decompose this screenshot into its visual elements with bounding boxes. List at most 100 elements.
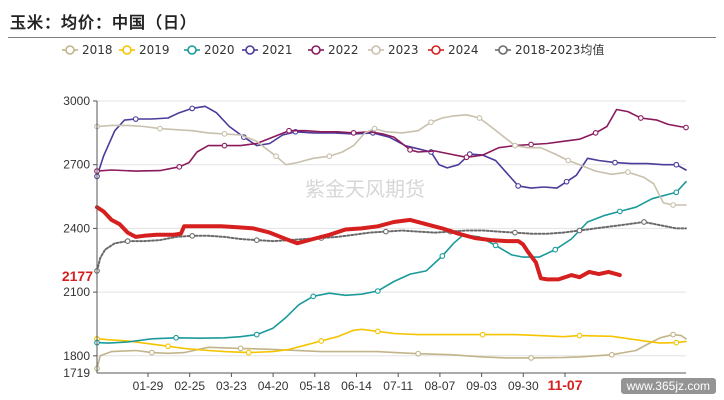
legend-swatch-marker (498, 45, 508, 55)
legend-swatch-marker (187, 45, 197, 55)
series-2020 (94, 180, 687, 346)
series-point (592, 130, 599, 136)
legend-label: 2018 (82, 43, 113, 57)
last-value-label: 2177 (62, 268, 93, 284)
series-point (673, 161, 680, 168)
series-point (563, 178, 570, 185)
series-point (683, 124, 689, 131)
series-point (428, 119, 434, 126)
x-tick-label: 02-25 (174, 379, 205, 393)
legend-item: 2024 (428, 43, 479, 57)
footer-url: www.365jz.com (620, 378, 716, 394)
series-point (310, 293, 317, 300)
series-point (512, 142, 518, 149)
title-divider (8, 37, 716, 38)
series-line (95, 205, 622, 282)
y-tick-label: 1800 (63, 349, 90, 363)
series-2019 (94, 328, 687, 356)
x-tick-label: 09-30 (508, 379, 539, 393)
series-point (552, 246, 559, 253)
x-tick-label: 08-07 (425, 379, 456, 393)
series-2018 (94, 331, 687, 372)
series-point (176, 163, 183, 170)
series-point (165, 343, 171, 350)
series-point (189, 232, 196, 239)
series-line (96, 105, 687, 189)
series-point (415, 350, 421, 357)
series-line (96, 108, 687, 172)
series-point (173, 334, 179, 341)
series-point (576, 227, 583, 234)
series-point (157, 125, 163, 132)
legend-item: 2019 (119, 43, 170, 57)
series-point (637, 115, 644, 121)
series-point (253, 331, 260, 338)
series-point (576, 332, 583, 339)
series-point (273, 153, 279, 160)
series-point (407, 146, 413, 153)
y-tick-label: 2100 (63, 285, 90, 299)
y-tick-label: 2700 (63, 158, 90, 172)
y-min-label: 1719 (63, 366, 90, 380)
series-point (253, 237, 260, 243)
legend-label: 2024 (448, 43, 479, 57)
watermark: 紫金天风期货 (305, 177, 425, 201)
legend-item: 2022 (308, 43, 359, 57)
legend-item: 2018 (62, 43, 113, 57)
x-tick-label: 04-20 (258, 379, 289, 393)
series-2023 (94, 114, 687, 208)
series-point (371, 125, 378, 132)
series-point (149, 349, 155, 356)
legend-swatch-marker (311, 45, 321, 55)
series-point (612, 159, 618, 166)
series-line (96, 114, 687, 206)
series-point (625, 169, 631, 175)
series-point (221, 142, 228, 149)
series-point (221, 131, 228, 137)
legend-swatch-marker (122, 45, 132, 55)
x-tick-label: 06-14 (341, 379, 372, 393)
series-2022 (94, 108, 689, 174)
series-point (616, 208, 623, 215)
series-point (528, 141, 534, 148)
series-point (237, 345, 244, 352)
series-point (318, 338, 325, 344)
series-point (439, 253, 446, 259)
series-point (479, 331, 486, 338)
series-point (515, 183, 522, 189)
legend-swatch-marker (431, 45, 441, 55)
series-point (245, 349, 252, 356)
series-point (374, 288, 381, 294)
legend-label: 2021 (262, 43, 293, 57)
x-tick-label: 07-11 (383, 379, 413, 393)
x-tick-label: 03-23 (216, 379, 247, 393)
series-point (608, 351, 615, 358)
series-line (96, 333, 687, 370)
x-axis: 01-29 02-25 03-23 04-20 05-18 06-14 07-11 08-07… (97, 372, 686, 393)
legend-swatch-marker (65, 45, 75, 55)
x-tick-label: 05-18 (299, 379, 330, 393)
x-tick-label: 01-29 (133, 379, 164, 393)
series-2021 (94, 105, 687, 189)
series-lines (94, 105, 689, 372)
legend-swatch-marker (245, 45, 255, 55)
legend-label: 2018-2023均值 (515, 42, 604, 57)
legend-label: 2019 (139, 43, 170, 57)
legend-item: 2021 (242, 43, 293, 57)
series-point (673, 189, 680, 196)
y-tick-label: 2400 (63, 221, 90, 235)
series-point (492, 242, 499, 249)
legend-item: 2018-2023均值 (495, 42, 604, 57)
series-point (670, 331, 676, 338)
series-point (673, 339, 680, 346)
legend-label: 2020 (204, 43, 235, 57)
legend-item: 2020 (184, 43, 235, 57)
series-line (96, 328, 687, 354)
legend-item: 2023 (368, 43, 419, 57)
series-2024 (95, 205, 622, 282)
series-point (528, 355, 534, 361)
series-point (463, 154, 470, 161)
series-point (512, 229, 518, 236)
series-point (132, 116, 139, 122)
series-point (286, 127, 292, 134)
